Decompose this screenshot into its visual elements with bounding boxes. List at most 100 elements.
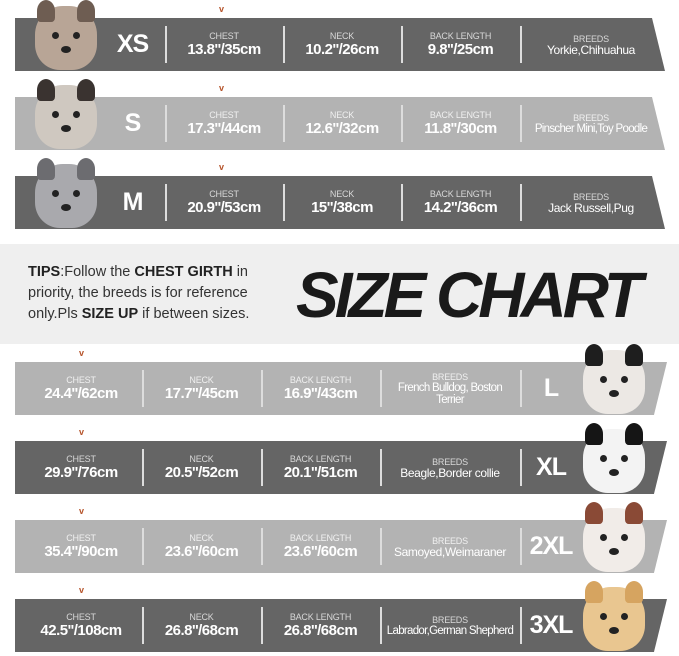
dog-ear: [77, 158, 95, 180]
dog-eye: [600, 376, 607, 383]
chest-cell: CHEST 29.9''/76cm: [20, 441, 142, 494]
dog-photo-french-bulldog: [583, 344, 645, 414]
back-label: BACK LENGTH: [289, 533, 352, 543]
neck-value: 17.7''/45cm: [164, 385, 239, 402]
dog-nose: [61, 204, 71, 211]
back-label: BACK LENGTH: [429, 31, 492, 41]
neck-value: 10.2''/26cm: [305, 41, 379, 58]
row-background: [15, 599, 667, 652]
dog-ear: [77, 79, 95, 101]
neck-label: NECK: [329, 31, 355, 41]
chest-priority-arrow-icon: v: [219, 162, 225, 172]
dog-nose: [609, 469, 619, 476]
row-background: [15, 441, 667, 494]
breeds-cell: BREEDS French Bulldog, Boston Terrier: [380, 362, 520, 415]
chest-value: 17.3''/44cm: [187, 120, 261, 137]
dog-ear: [37, 79, 55, 101]
back-cell: BACK LENGTH 23.6''/60cm: [261, 520, 380, 573]
dog-eye: [73, 111, 80, 118]
row-background: [15, 362, 667, 415]
neck-label: NECK: [329, 110, 355, 120]
column-divider: [261, 370, 263, 407]
breeds-value: Labrador,German Shepherd: [386, 624, 514, 637]
column-divider: [165, 184, 167, 221]
neck-value: 23.6''/60cm: [164, 543, 239, 560]
dog-eye: [52, 111, 59, 118]
dog-ear: [77, 0, 95, 22]
dog-ear: [585, 581, 603, 603]
column-divider: [142, 370, 144, 407]
back-cell: BACK LENGTH 11.8''/30cm: [401, 97, 520, 150]
size-label: M: [122, 188, 144, 216]
neck-cell: NECK 12.6''/32cm: [283, 97, 401, 150]
neck-value: 20.5''/52cm: [164, 464, 239, 481]
column-divider: [520, 26, 522, 63]
back-value: 20.1''/51cm: [283, 464, 358, 481]
breeds-cell: BREEDS Beagle,Border collie: [380, 441, 520, 494]
dog-ear: [625, 502, 643, 524]
chest-priority-arrow-icon: v: [79, 585, 85, 595]
column-divider: [520, 528, 522, 565]
chest-label: CHEST: [66, 375, 96, 385]
dog-eye: [621, 534, 628, 541]
neck-label: NECK: [189, 454, 214, 464]
breeds-label: BREEDS: [432, 371, 468, 382]
neck-cell: NECK 10.2''/26cm: [283, 18, 401, 71]
dog-eye: [600, 455, 607, 462]
back-value: 23.6''/60cm: [283, 543, 358, 560]
chest-cell: CHEST 13.8''/35cm: [165, 18, 283, 71]
back-cell: BACK LENGTH 26.8''/68cm: [261, 599, 380, 652]
column-divider: [401, 26, 403, 63]
column-divider: [401, 184, 403, 221]
column-divider: [380, 528, 382, 565]
tips-text-2: in priority, the breeds is for reference…: [28, 264, 248, 322]
dog-ear: [37, 158, 55, 180]
breeds-value: Beagle,Border collie: [400, 465, 500, 480]
column-divider: [261, 607, 263, 644]
dog-eye: [600, 613, 607, 620]
column-divider: [520, 607, 522, 644]
chest-priority-arrow-icon: v: [79, 348, 85, 358]
tips-section: TIPS:Follow the CHEST GIRTH in priority,…: [0, 244, 679, 344]
breeds-label: BREEDS: [573, 191, 609, 202]
neck-cell: NECK 15''/38cm: [283, 176, 401, 229]
back-value: 9.8''/25cm: [427, 41, 494, 58]
column-divider: [283, 105, 285, 142]
neck-label: NECK: [189, 533, 214, 543]
row-background: [15, 176, 665, 229]
column-divider: [380, 607, 382, 644]
dog-nose: [609, 548, 619, 555]
dog-eye: [600, 534, 607, 541]
chest-label: CHEST: [209, 189, 239, 199]
dog-eye: [73, 190, 80, 197]
dog-nose: [61, 46, 71, 53]
breeds-value: Yorkie,Chihuahua: [547, 42, 635, 57]
breeds-cell: BREEDS Pinscher Mini,Toy Poodle: [520, 97, 662, 150]
chest-priority-arrow-icon: v: [219, 83, 225, 93]
tips-text-1: :Follow the: [60, 264, 135, 280]
breeds-value: Jack Russell,Pug: [548, 200, 634, 215]
dog-ear: [585, 344, 603, 366]
breeds-cell: BREEDS Jack Russell,Pug: [520, 176, 662, 229]
dog-ear: [37, 0, 55, 22]
column-divider: [261, 449, 263, 486]
breeds-cell: BREEDS Yorkie,Chihuahua: [520, 18, 662, 71]
size-label: XS: [116, 30, 149, 58]
breeds-value: French Bulldog, Boston Terrier: [397, 381, 503, 406]
column-divider: [380, 370, 382, 407]
size-row-l: CHEST 24.4''/62cm NECK 17.7''/45cm BACK LENG…: [0, 362, 679, 415]
column-divider: [142, 607, 144, 644]
breeds-cell: BREEDS Labrador,German Shepherd: [380, 599, 520, 652]
back-cell: BACK LENGTH 9.8''/25cm: [401, 18, 520, 71]
tips-text-3: if between sizes.: [138, 306, 250, 322]
column-divider: [283, 26, 285, 63]
neck-cell: NECK 20.5''/52cm: [142, 441, 261, 494]
breeds-value: Pinscher Mini,Toy Poodle: [534, 122, 648, 135]
page-title: SIZE CHART: [296, 259, 643, 331]
dog-ear: [585, 502, 603, 524]
back-label: BACK LENGTH: [289, 612, 352, 622]
breeds-value: Samoyed,Weimaraner: [394, 544, 506, 559]
back-value: 26.8''/68cm: [283, 622, 358, 639]
chest-cell: CHEST 17.3''/44cm: [165, 97, 283, 150]
